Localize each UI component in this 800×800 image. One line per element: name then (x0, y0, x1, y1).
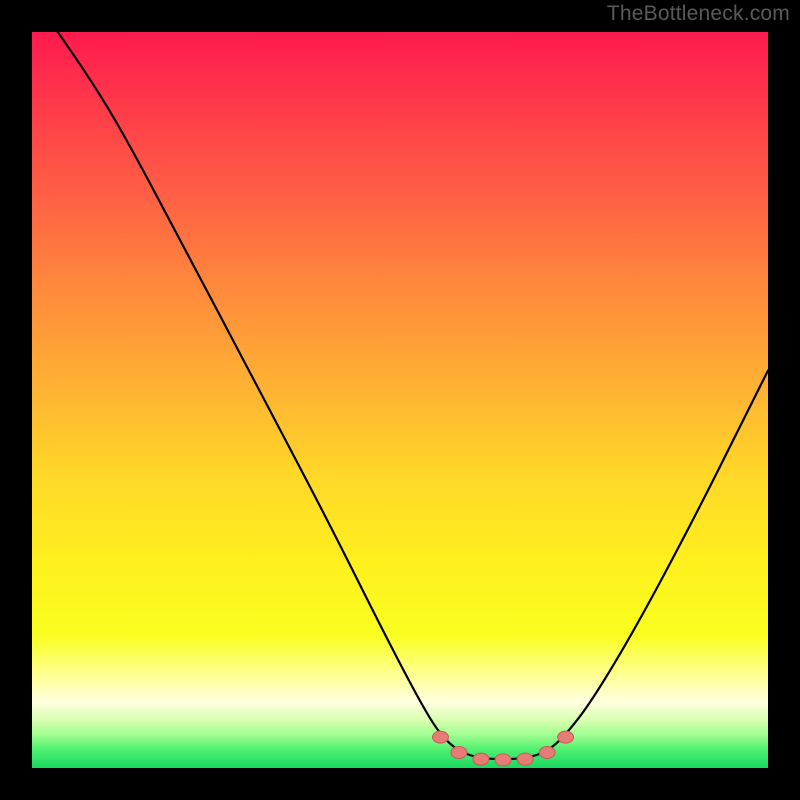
plot-background (32, 32, 768, 768)
trough-marker (517, 753, 533, 765)
chart-svg (0, 0, 800, 800)
trough-marker (495, 754, 511, 766)
trough-marker (451, 747, 467, 759)
chart-frame: TheBottleneck.com (0, 0, 800, 800)
trough-marker (539, 747, 555, 759)
trough-marker (558, 731, 574, 743)
watermark-text: TheBottleneck.com (607, 2, 790, 26)
trough-marker (432, 731, 448, 743)
trough-marker (473, 753, 489, 765)
